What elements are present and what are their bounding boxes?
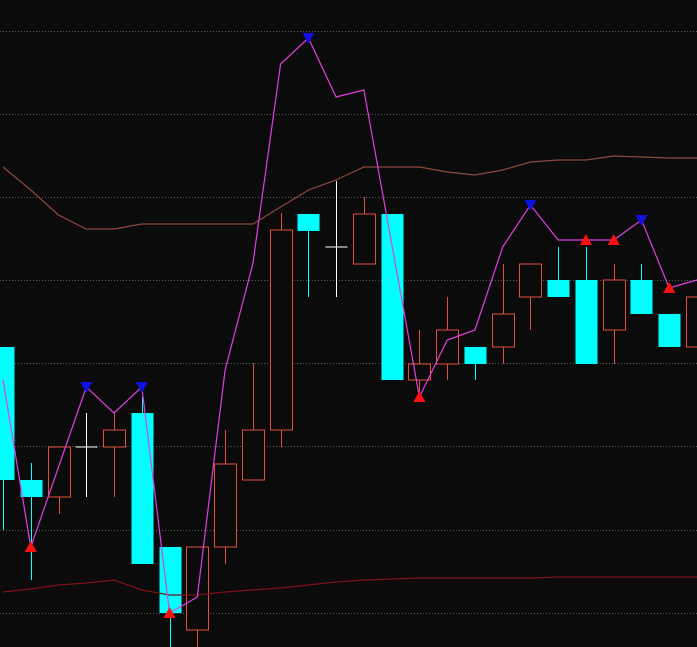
candle-body [103, 429, 126, 448]
candle-body [686, 296, 697, 348]
candle-body [381, 214, 404, 380]
candle-body [353, 213, 376, 265]
marker-up [663, 282, 676, 293]
candle-body [0, 347, 15, 480]
candle-body [436, 329, 459, 365]
candle-body [464, 347, 487, 364]
line [2, 36, 697, 614]
marker-down [635, 215, 648, 226]
marker-up [413, 391, 426, 402]
marker-up [24, 541, 37, 552]
marker-down [80, 382, 93, 393]
candle-body [48, 446, 71, 498]
candle-body [603, 279, 626, 331]
candle-body [630, 280, 653, 314]
marker-up [579, 234, 592, 245]
candle-body [186, 546, 209, 631]
candle-body [408, 363, 431, 381]
marker-down [135, 382, 148, 393]
candle-body [214, 463, 237, 548]
candle-body [270, 229, 293, 431]
candle-body [519, 263, 542, 298]
marker-down [302, 33, 315, 44]
candle-body [242, 429, 265, 481]
marker-down [524, 200, 537, 211]
candle-body [20, 480, 43, 497]
candle-body [492, 313, 515, 348]
line [2, 576, 697, 596]
candle-body [297, 214, 320, 231]
candle-body [658, 314, 681, 347]
candle-body [131, 413, 154, 564]
marker-up [607, 234, 620, 245]
marker-up [163, 607, 176, 618]
line [2, 155, 697, 230]
candle-body [547, 280, 570, 297]
candle-body [159, 547, 182, 613]
candle-body [575, 280, 598, 364]
